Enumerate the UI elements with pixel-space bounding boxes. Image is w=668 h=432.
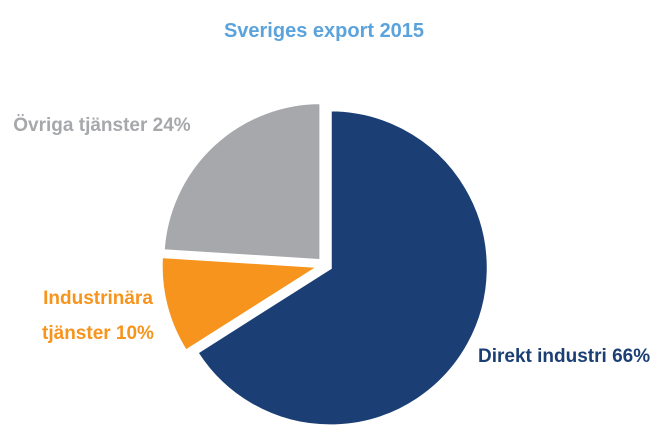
slice-labels: Direkt industri 66% Industrinära tjänster … bbox=[13, 115, 650, 367]
slice-label-2: Industrinära tjänster 10% bbox=[42, 288, 154, 344]
slice-label-1: Direkt industri 66% bbox=[478, 346, 650, 367]
pie-slice-1 bbox=[194, 108, 490, 428]
pie-slices bbox=[159, 101, 490, 428]
slice-label-3: Övriga tjänster 24% bbox=[13, 115, 191, 136]
chart-title: Sveriges export 2015 bbox=[224, 20, 424, 42]
pie-slice-2 bbox=[159, 254, 324, 354]
pie-slice-3 bbox=[161, 101, 323, 263]
